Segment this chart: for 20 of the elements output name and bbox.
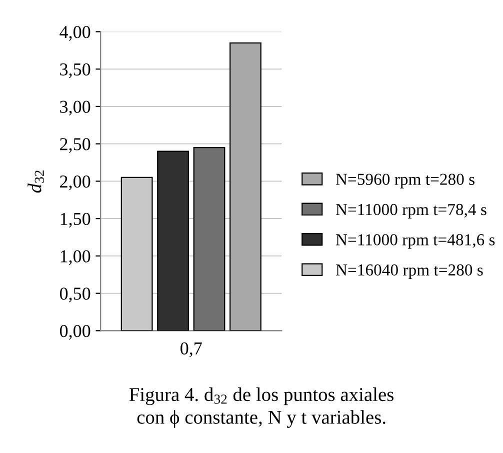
y-tick-label: 0,00 (60, 324, 90, 340)
legend-label: N=11000 rpm t=78,4 s (336, 204, 486, 219)
y-tick-label: 2,50 (60, 138, 90, 153)
bar (157, 150, 189, 331)
legend-label: N=11000 rpm t=481,6 s (336, 234, 495, 249)
y-tick-label: 1,00 (60, 250, 90, 265)
y-tick-label: 2,00 (60, 175, 90, 190)
legend-label: N=5960 rpm t=280 s (336, 174, 474, 188)
legend-label: N=16040 rpm t=280 s (336, 264, 483, 279)
y-tick-label: 4,00 (60, 26, 90, 41)
bar (193, 147, 226, 331)
y-tick-label: 1,50 (60, 212, 90, 228)
y-tick-label: 0,50 (60, 288, 90, 302)
text: Figura 4. d$_{32}$ de los puntos axiales (129, 387, 394, 406)
y-tick-label: 3,50 (60, 63, 90, 78)
bar (230, 42, 262, 331)
y-axis-title: d$_{32}$ (28, 170, 44, 193)
text: con ϕ constante, N y t variables. (137, 410, 386, 428)
x-tick-label: 0,7 (180, 342, 202, 358)
y-tick-label: 3,00 (60, 100, 90, 116)
